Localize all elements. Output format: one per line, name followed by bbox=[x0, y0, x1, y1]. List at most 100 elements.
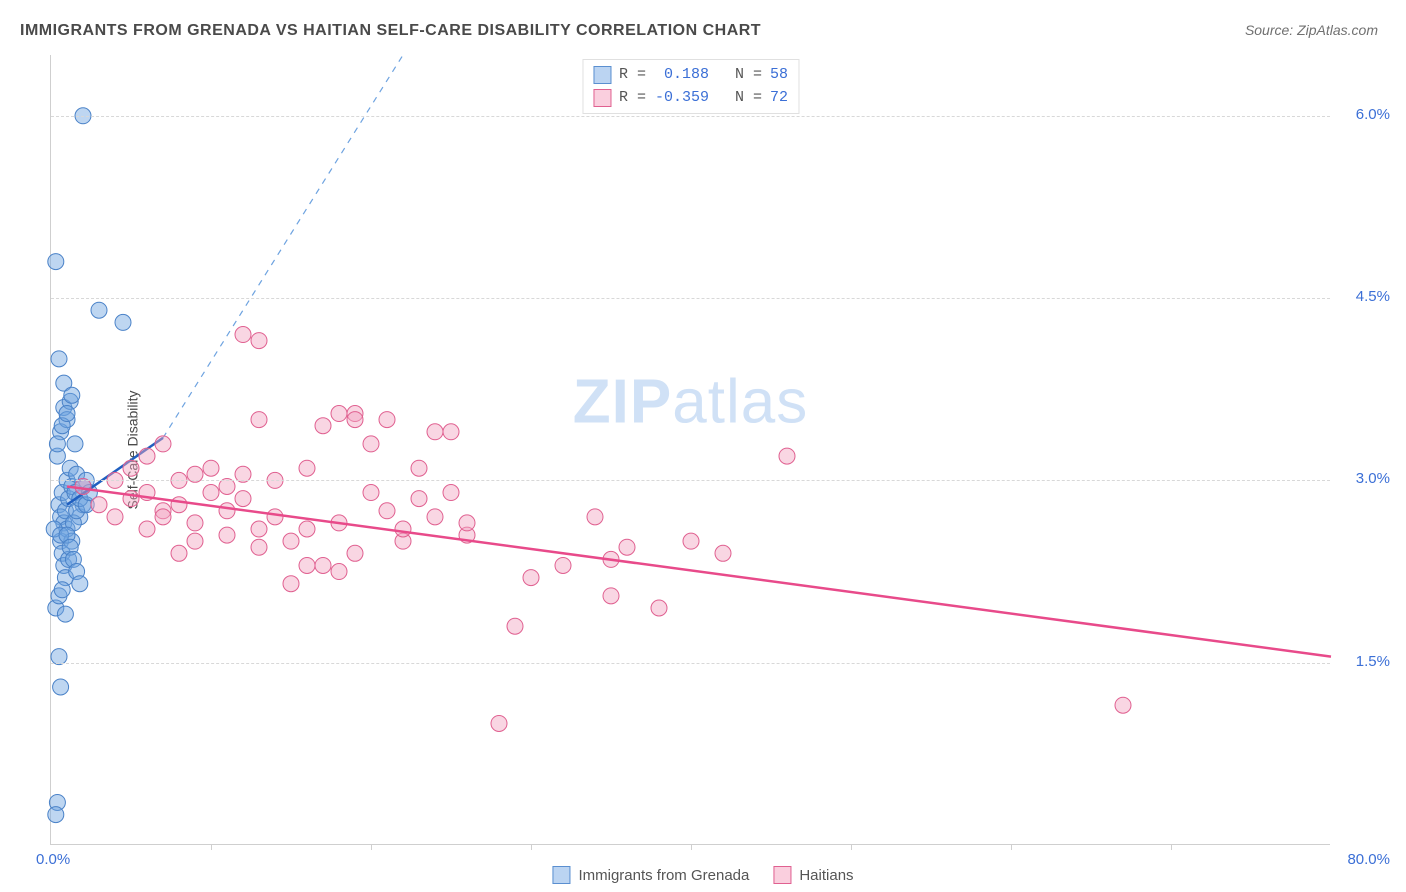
swatch-blue-icon bbox=[552, 866, 570, 884]
data-point bbox=[395, 521, 411, 537]
data-point bbox=[443, 424, 459, 440]
data-point bbox=[347, 545, 363, 561]
data-point bbox=[107, 509, 123, 525]
data-point bbox=[427, 509, 443, 525]
x-tick-mark bbox=[531, 844, 532, 850]
data-point bbox=[299, 557, 315, 573]
data-point bbox=[251, 412, 267, 428]
data-point bbox=[315, 557, 331, 573]
x-tick-mark bbox=[1171, 844, 1172, 850]
gridline bbox=[51, 480, 1330, 481]
data-point bbox=[587, 509, 603, 525]
x-tick-mark bbox=[371, 844, 372, 850]
trend-line bbox=[67, 486, 1331, 656]
data-point bbox=[235, 491, 251, 507]
data-point bbox=[123, 460, 139, 476]
data-point bbox=[555, 557, 571, 573]
x-axis-max-label: 80.0% bbox=[1347, 851, 1390, 868]
data-point bbox=[67, 436, 83, 452]
gridline bbox=[51, 298, 1330, 299]
gridline bbox=[51, 116, 1330, 117]
data-point bbox=[603, 588, 619, 604]
scatter-svg bbox=[51, 55, 1330, 844]
data-point bbox=[779, 448, 795, 464]
data-point bbox=[651, 600, 667, 616]
data-point bbox=[139, 521, 155, 537]
data-point bbox=[48, 807, 64, 823]
legend-row-blue: R = 0.188 N = 58 bbox=[593, 64, 788, 87]
y-tick-label: 6.0% bbox=[1356, 106, 1390, 123]
data-point bbox=[51, 351, 67, 367]
chart-title: IMMIGRANTS FROM GRENADA VS HAITIAN SELF-… bbox=[20, 22, 761, 40]
data-point bbox=[379, 503, 395, 519]
data-point bbox=[283, 533, 299, 549]
legend-correlation: R = 0.188 N = 58 R = -0.359 N = 72 bbox=[582, 59, 799, 114]
data-point bbox=[411, 460, 427, 476]
data-point bbox=[49, 436, 65, 452]
data-point bbox=[619, 539, 635, 555]
data-point bbox=[91, 302, 107, 318]
x-axis-origin-label: 0.0% bbox=[36, 851, 70, 868]
data-point bbox=[187, 533, 203, 549]
data-point bbox=[64, 387, 80, 403]
data-point bbox=[139, 448, 155, 464]
data-point bbox=[48, 254, 64, 270]
data-point bbox=[491, 715, 507, 731]
y-tick-label: 3.0% bbox=[1356, 470, 1390, 487]
data-point bbox=[347, 412, 363, 428]
data-point bbox=[57, 606, 73, 622]
data-point bbox=[523, 570, 539, 586]
data-point bbox=[203, 460, 219, 476]
data-point bbox=[411, 491, 427, 507]
x-tick-mark bbox=[691, 844, 692, 850]
trend-line-extension bbox=[163, 55, 403, 438]
legend-item-grenada: Immigrants from Grenada bbox=[552, 866, 749, 884]
x-tick-mark bbox=[211, 844, 212, 850]
legend-row-pink: R = -0.359 N = 72 bbox=[593, 87, 788, 110]
data-point bbox=[235, 327, 251, 343]
data-point bbox=[219, 503, 235, 519]
legend-item-haitians: Haitians bbox=[773, 866, 853, 884]
data-point bbox=[53, 679, 69, 695]
data-point bbox=[155, 436, 171, 452]
data-point bbox=[251, 539, 267, 555]
data-point bbox=[267, 509, 283, 525]
data-point bbox=[363, 485, 379, 501]
chart-plot-area: Self-Care Disability ZIPatlas R = 0.188 … bbox=[50, 55, 1330, 845]
x-tick-mark bbox=[851, 844, 852, 850]
data-point bbox=[331, 564, 347, 580]
data-point bbox=[459, 515, 475, 531]
data-point bbox=[123, 491, 139, 507]
data-point bbox=[219, 527, 235, 543]
data-point bbox=[427, 424, 443, 440]
swatch-pink bbox=[593, 89, 611, 107]
data-point bbox=[507, 618, 523, 634]
gridline bbox=[51, 663, 1330, 664]
swatch-blue bbox=[593, 66, 611, 84]
data-point bbox=[683, 533, 699, 549]
data-point bbox=[715, 545, 731, 561]
data-point bbox=[315, 418, 331, 434]
source-attribution: Source: ZipAtlas.com bbox=[1245, 22, 1378, 38]
data-point bbox=[171, 497, 187, 513]
data-point bbox=[155, 509, 171, 525]
data-point bbox=[299, 460, 315, 476]
data-point bbox=[251, 521, 267, 537]
data-point bbox=[299, 521, 315, 537]
y-tick-label: 4.5% bbox=[1356, 288, 1390, 305]
data-point bbox=[331, 406, 347, 422]
data-point bbox=[54, 582, 70, 598]
data-point bbox=[187, 515, 203, 531]
data-point bbox=[59, 406, 75, 422]
data-point bbox=[203, 485, 219, 501]
x-tick-mark bbox=[1011, 844, 1012, 850]
data-point bbox=[115, 314, 131, 330]
data-point bbox=[1115, 697, 1131, 713]
swatch-pink-icon bbox=[773, 866, 791, 884]
data-point bbox=[91, 497, 107, 513]
data-point bbox=[363, 436, 379, 452]
legend-series: Immigrants from Grenada Haitians bbox=[552, 866, 853, 884]
data-point bbox=[171, 545, 187, 561]
y-tick-label: 1.5% bbox=[1356, 653, 1390, 670]
data-point bbox=[72, 576, 88, 592]
